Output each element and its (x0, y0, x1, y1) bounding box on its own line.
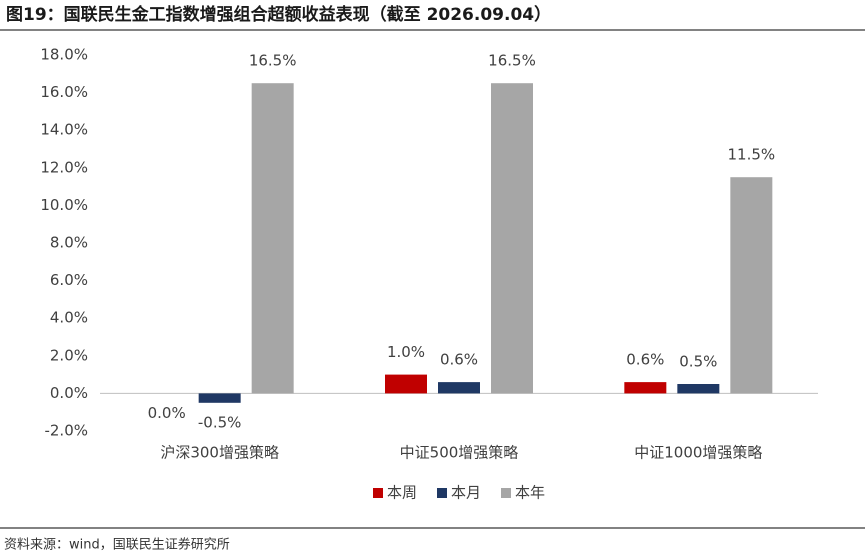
value-label: 0.6% (626, 351, 664, 369)
value-label: 11.5% (728, 146, 776, 164)
legend-swatch (501, 488, 511, 498)
value-label: -0.5% (198, 413, 242, 431)
value-label: 0.0% (148, 404, 186, 422)
y-tick-label: 0.0% (50, 384, 88, 402)
y-tick-label: 6.0% (50, 271, 88, 289)
y-tick-label: 4.0% (50, 309, 88, 327)
legend-label: 本月 (451, 484, 481, 502)
x-tick-label: 沪深300增强策略 (160, 444, 279, 462)
legend-label: 本年 (515, 484, 545, 502)
bar (251, 83, 294, 394)
y-tick-label: 10.0% (40, 196, 88, 214)
value-label: 16.5% (488, 52, 536, 70)
legend-swatch (437, 488, 447, 498)
legend-label: 本周 (387, 484, 417, 502)
source: 资料来源：wind，国联民生证券研究所 (4, 537, 230, 553)
y-tick-label: -2.0% (44, 422, 88, 440)
y-tick-label: 8.0% (50, 234, 88, 252)
y-tick-label: 18.0% (40, 46, 88, 64)
bar (491, 83, 533, 394)
y-tick-label: 14.0% (40, 121, 88, 139)
chart-title: 图19：国联民生金工指数增强组合超额收益表现（截至 2026.09.04） (6, 4, 551, 25)
bar (730, 177, 773, 394)
legend-swatch (373, 488, 383, 498)
x-tick-label: 中证500增强策略 (400, 444, 519, 462)
y-tick-label: 12.0% (40, 158, 88, 176)
bar (198, 393, 241, 403)
y-tick-label: 2.0% (50, 346, 88, 364)
x-tick-label: 中证1000增强策略 (634, 444, 762, 462)
value-label: 16.5% (249, 52, 297, 70)
bar (385, 374, 427, 394)
bar (438, 382, 480, 394)
value-label: 0.6% (440, 351, 478, 369)
value-label: 1.0% (387, 343, 425, 361)
bar (677, 384, 720, 394)
bar (624, 382, 667, 394)
value-label: 0.5% (679, 353, 717, 371)
y-tick-label: 16.0% (40, 83, 88, 101)
